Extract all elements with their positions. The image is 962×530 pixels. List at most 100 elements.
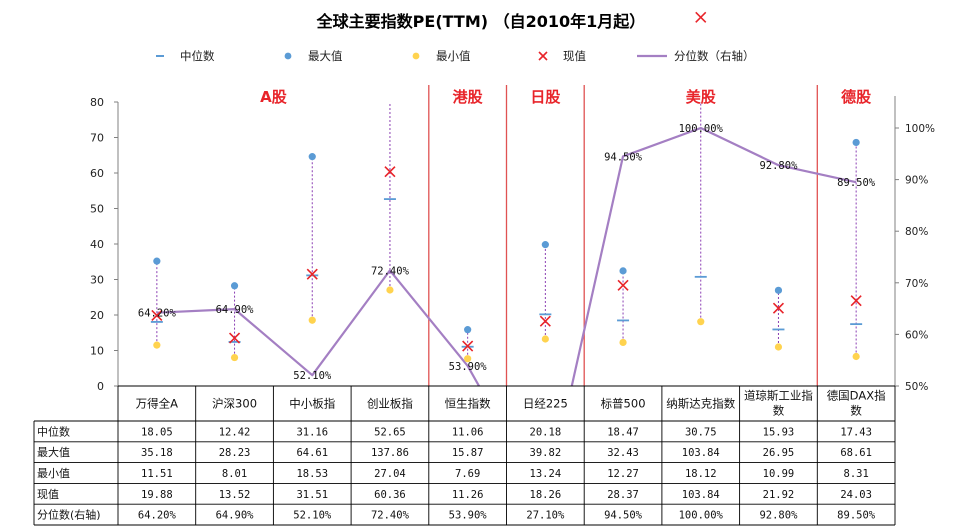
data-marks: 64.20% 64.90% 52.10% 72.40% 53.90% 94.50% 100.…: [138, 11, 876, 386]
category-label: 中小板指: [289, 397, 335, 411]
min-point: [774, 343, 783, 351]
table-cell: 11.26: [452, 489, 484, 501]
table-cell: 52.10%: [293, 510, 332, 522]
table-cell: 18.12: [685, 468, 717, 480]
min-point: [153, 341, 161, 349]
table-cell: 13.24: [530, 468, 562, 480]
table-cell: 12.27: [607, 468, 639, 480]
current-mark: [151, 309, 163, 321]
max-point: [774, 286, 783, 294]
max-point: [230, 282, 239, 290]
table-cell: 60.36: [374, 489, 406, 501]
legend-label: 中位数: [180, 49, 215, 63]
current-mark: [695, 11, 707, 23]
percentile-line: [156, 126, 857, 386]
category-label: 创业板指: [367, 397, 413, 411]
category-label: 纳斯达克指数: [666, 397, 735, 411]
percentile-data-label: 64.90%: [216, 304, 255, 316]
current-mark: [462, 340, 474, 352]
min-point: [308, 316, 316, 324]
category-label: 日经225: [523, 397, 568, 411]
y-left-tick-label: 70: [90, 132, 104, 145]
table-row-label: 现值: [37, 488, 59, 501]
table-cell: 20.18: [530, 426, 562, 438]
legend-item-current: 现值: [538, 49, 586, 63]
table-cell: 100.00%: [679, 510, 724, 522]
percentile-data-label: 53.90%: [449, 361, 488, 373]
legend-item-max: 最大值: [284, 49, 343, 63]
market-groups: A股 港股 日股 美股 德股: [260, 85, 872, 386]
table-cell: 30.75: [685, 426, 717, 438]
table-cell: 24.03: [840, 489, 872, 501]
table-cell: 72.40%: [371, 510, 410, 522]
table-cell: 19.88: [141, 489, 173, 501]
table-cell: 8.01: [222, 468, 247, 480]
table-cell: 64.20%: [138, 510, 177, 522]
y-right-tick-label: 70%: [905, 278, 928, 290]
current-mark: [617, 279, 629, 291]
max-point: [153, 257, 161, 265]
group-label: 美股: [686, 88, 717, 106]
current-mark: [306, 268, 318, 280]
category-label: 沪深300: [212, 397, 257, 411]
min-point: [619, 338, 627, 347]
group-label: 德股: [841, 88, 872, 106]
legend-item-median: 中位数: [156, 49, 215, 63]
table-cell: 10.99: [763, 468, 795, 480]
legend-item-pct: 分位数（右轴）: [637, 49, 755, 63]
max-point: [308, 153, 316, 161]
category-label: 德国DAX指数: [827, 389, 886, 418]
legend-swatch-dot: [284, 52, 292, 60]
table-row-label: 分位数(右轴): [37, 508, 101, 522]
table-cell: 28.37: [607, 489, 639, 501]
max-point: [464, 326, 472, 334]
current-mark: [539, 315, 551, 327]
table-cell: 31.51: [296, 489, 328, 501]
current-mark: [384, 166, 396, 178]
table-cell: 68.61: [840, 447, 872, 459]
y-left-tick-label: 30: [90, 274, 104, 287]
table-cell: 18.47: [607, 426, 639, 438]
table-cell: 94.50%: [604, 510, 643, 522]
table-cell: 92.80%: [759, 510, 798, 522]
min-point: [386, 286, 394, 294]
category-label: 道琼斯工业指数: [744, 389, 813, 418]
table-row-label: 最大值: [37, 445, 70, 459]
y-left-tick-label: 0: [97, 380, 104, 393]
max-point: [541, 241, 549, 249]
percentile-data-label: 52.10%: [293, 370, 332, 382]
table-cell: 89.50%: [837, 510, 876, 522]
y-left-tick-label: 10: [90, 345, 104, 358]
table-cell: 15.93: [763, 426, 795, 438]
current-mark: [228, 332, 241, 344]
table-cell: 7.69: [455, 468, 480, 480]
table-cell: 137.86: [371, 447, 409, 459]
table-cell: 28.23: [219, 447, 251, 459]
table-cell: 64.61: [296, 447, 328, 459]
min-point: [697, 318, 705, 326]
table-cell: 31.16: [296, 426, 328, 438]
legend-label: 最小值: [436, 49, 471, 63]
table-cell: 27.10%: [526, 510, 565, 522]
y-left-tick-label: 50: [90, 203, 104, 216]
legend-swatch-dot: [412, 52, 420, 60]
y-left-tick-label: 80: [90, 96, 104, 109]
category-label: 标普500: [601, 397, 646, 411]
table-cell: 53.90%: [449, 510, 488, 522]
percentile-data-label: 100.00%: [679, 123, 724, 135]
table-row-label: 最小值: [37, 467, 70, 480]
table-cell: 11.51: [141, 468, 173, 480]
category-label: 恒生指数: [445, 397, 491, 411]
legend-label: 现值: [563, 49, 586, 63]
table-cell: 21.92: [763, 489, 795, 501]
table-cell: 12.42: [219, 426, 251, 438]
y-left-tick-label: 20: [90, 309, 104, 322]
table-cell: 39.82: [530, 447, 562, 459]
group-label: 日股: [530, 88, 561, 106]
legend-swatch-cross: [538, 51, 548, 61]
current-mark: [850, 295, 862, 307]
table-cell: 8.31: [844, 468, 869, 480]
min-point: [852, 352, 860, 361]
max-point: [619, 267, 627, 275]
table-cell: 18.26: [530, 489, 562, 501]
